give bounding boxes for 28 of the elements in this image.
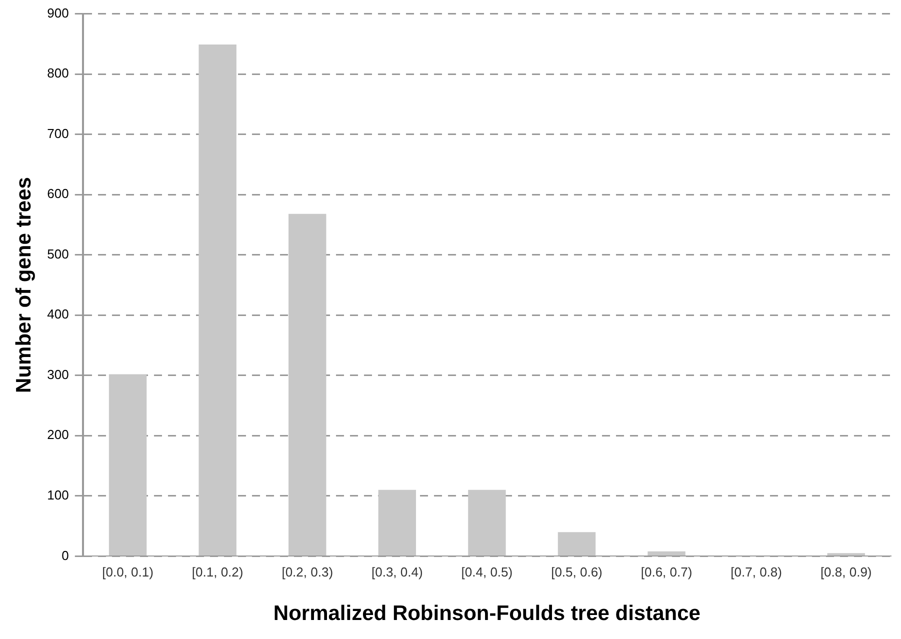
bar (108, 374, 147, 556)
x-tick-label: [0.6, 0.7) (640, 564, 692, 580)
y-tick-label: 700 (47, 126, 69, 141)
bar (468, 490, 506, 556)
y-tick-label: 0 (62, 548, 69, 563)
y-tick-label: 400 (47, 306, 69, 322)
y-tick-label: 200 (47, 427, 69, 442)
bar (648, 551, 686, 556)
x-tick-label: [0.3, 0.4) (372, 564, 423, 580)
x-tick-label: [0.5, 0.6) (551, 564, 602, 580)
y-tick-label: 300 (47, 366, 69, 382)
bar (378, 490, 416, 556)
y-tick-label: 600 (47, 186, 69, 202)
x-tick-label: [0.4, 0.5) (461, 564, 513, 580)
y-tick-label: 800 (47, 66, 69, 81)
y-tick-label: 900 (47, 5, 69, 20)
y-tick-label: 500 (47, 246, 69, 262)
x-tick-label: [0.7, 0.8) (730, 564, 782, 580)
y-axis-title: Number of gene trees (12, 177, 36, 393)
bar (558, 532, 596, 556)
x-axis-title: Normalized Robinson-Foulds tree distance (273, 602, 700, 626)
bar (288, 214, 326, 556)
x-tick-label: [0.2, 0.3) (282, 564, 334, 580)
x-tick-label: [0.0, 0.1) (102, 564, 154, 580)
bar (198, 44, 236, 556)
x-tick-label: [0.8, 0.9) (820, 564, 872, 580)
y-tick-label: 100 (47, 488, 69, 503)
x-tick-label: [0.1, 0.2) (192, 564, 244, 580)
